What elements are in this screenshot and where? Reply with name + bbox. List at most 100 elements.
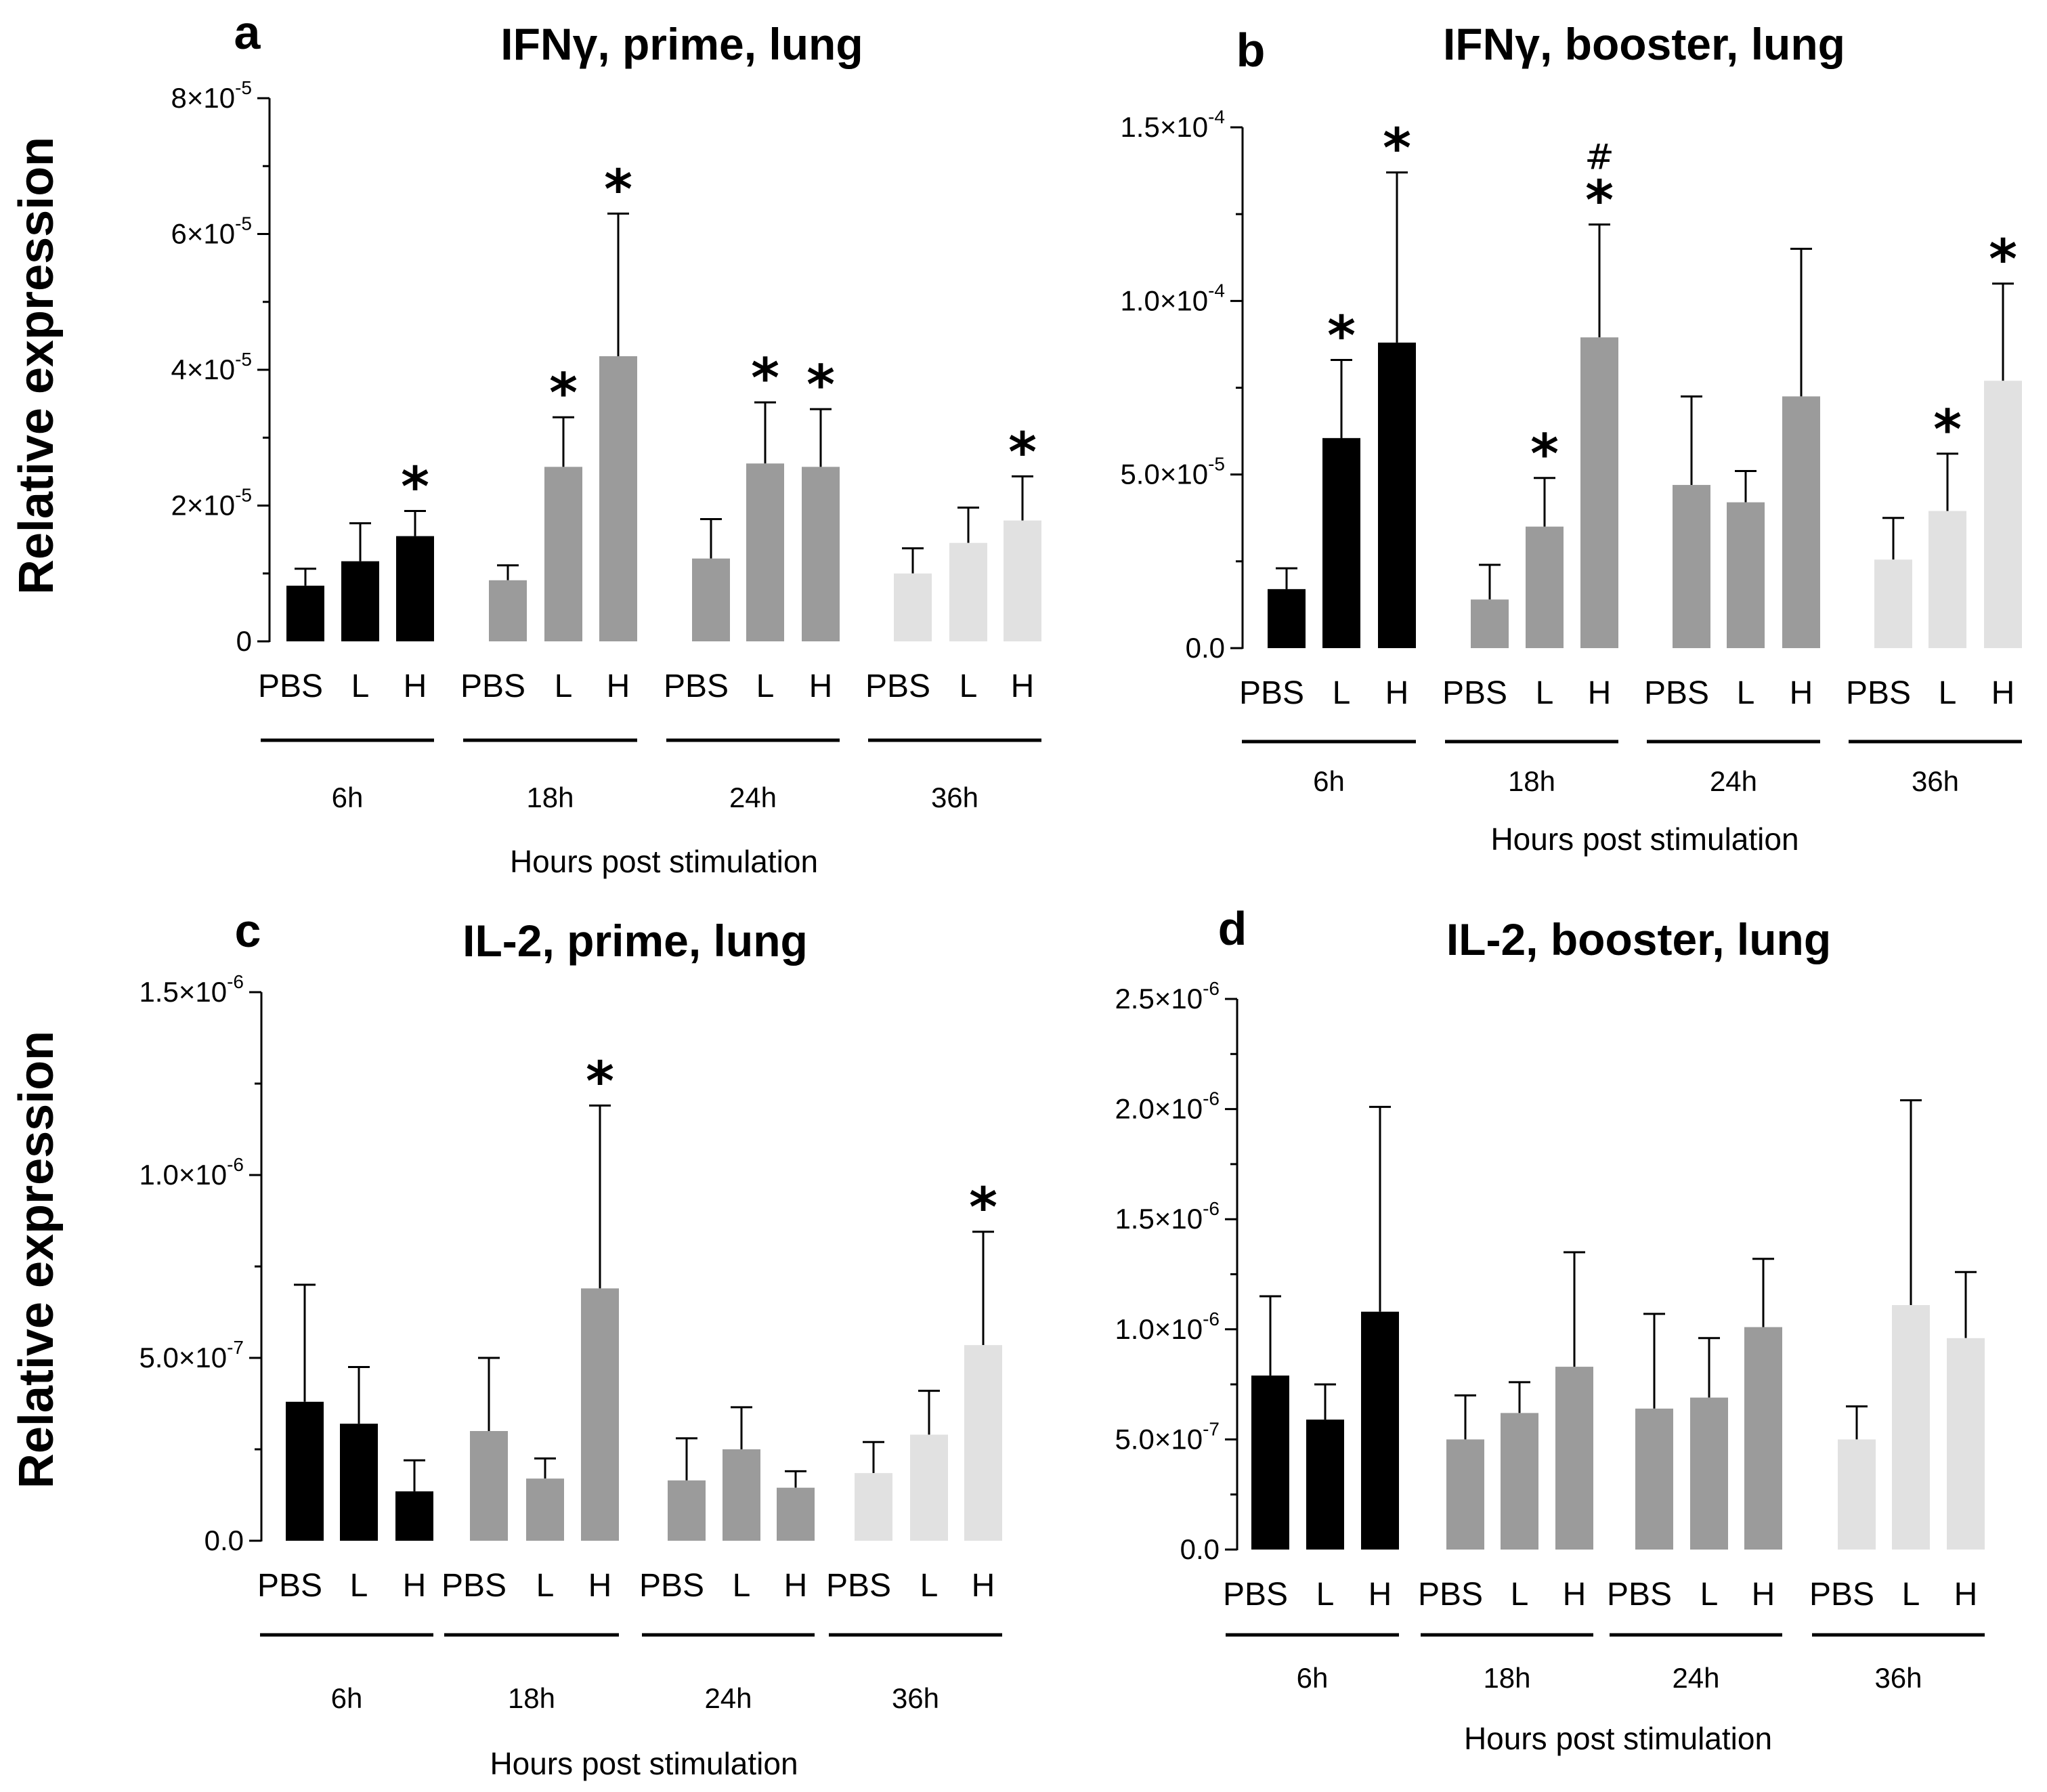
category-label: L [1316,1577,1335,1613]
group-label: 18h [526,782,574,813]
category-label: L [756,668,775,704]
group-label: 24h [1710,765,1757,797]
significance-star: * [806,354,835,417]
significance-star: * [1530,423,1559,486]
panel-letter: d [1218,902,1247,955]
y-tick-label: 0.0 [204,1524,244,1556]
bar [894,573,932,641]
bar [1744,1327,1782,1550]
y-tick-label: 5.0×10-7 [1115,1418,1220,1455]
category-label: PBS [1846,675,1911,711]
bar [544,467,582,641]
category-label: PBS [1607,1577,1672,1613]
bar [395,1491,433,1541]
y-tick-label: 1.0×10-4 [1120,280,1225,316]
bar [723,1449,760,1541]
y-tick-label: 2.0×10-6 [1115,1088,1220,1125]
y-tick-label: 1.0×10-6 [1115,1308,1220,1345]
bar [1929,511,1966,648]
category-label: H [404,668,427,704]
category-label: L [960,668,978,704]
x-axis-label: Hours post stimulation [1490,822,1798,857]
significance-star: * [549,362,578,425]
significance-hash: # [1585,137,1614,178]
bar [470,1431,508,1541]
category-label: H [1954,1577,1978,1613]
significance-star: * [1989,228,2017,291]
bar [855,1473,892,1541]
bar [777,1487,815,1541]
bar [599,356,637,641]
bar [1984,381,2022,648]
bar [1446,1439,1484,1550]
bar [1268,589,1306,648]
significance-star: * [401,456,429,519]
y-tick-label: 5.0×10-7 [139,1337,244,1373]
category-label: L [1902,1577,1920,1613]
significance-star: * [586,1050,614,1113]
significance-star: * [969,1176,997,1239]
category-label: H [809,668,833,704]
bar [1526,526,1564,648]
bar [1782,396,1820,648]
y-tick-label: 1.5×10-4 [1120,106,1225,143]
category-label: PBS [441,1568,507,1604]
category-label: L [1737,675,1755,711]
category-label: H [1369,1577,1392,1613]
significance-star: * [1585,169,1614,232]
group-label: 18h [1483,1662,1530,1694]
y-tick-label: 4×10-5 [171,349,252,385]
category-label: PBS [639,1568,704,1604]
category-label: L [351,668,370,704]
bar [964,1345,1002,1541]
category-label: L [1536,675,1554,711]
bar [526,1478,564,1541]
significance-star: * [751,347,779,410]
category-label: PBS [258,668,323,704]
y-tick-label: 0.0 [1186,632,1225,664]
x-axis-label: Hours post stimulation [510,844,818,879]
bar [1947,1338,1985,1550]
bar [396,536,434,641]
category-label: L [1511,1577,1529,1613]
category-label: H [1991,675,2015,711]
category-label: PBS [1418,1577,1483,1613]
category-label: PBS [1644,675,1709,711]
significance-star: * [1383,117,1411,180]
group-label: 36h [1874,1662,1922,1694]
bar [1838,1439,1876,1550]
bar [1251,1375,1289,1550]
x-axis-label: Hours post stimulation [1464,1721,1772,1756]
bar [668,1480,706,1541]
bar [910,1434,948,1541]
significance-star: * [604,158,632,221]
y-tick-label: 1.0×10-6 [139,1154,244,1191]
bar [341,561,379,641]
bar [1322,438,1360,648]
y-tick-label: 2×10-5 [171,485,252,521]
panel-title: IL-2, booster, lung [1446,914,1831,964]
bar [1501,1413,1538,1550]
group-label: 24h [729,782,777,813]
category-label: H [607,668,630,704]
category-label: PBS [257,1568,322,1604]
category-label: PBS [460,668,525,704]
category-label: L [536,1568,555,1604]
bar [340,1424,378,1541]
y-tick-label: 1.5×10-6 [1115,1198,1220,1235]
group-label: 36h [892,1682,939,1714]
bar [1892,1305,1930,1550]
y-tick-label: 6×10-5 [171,213,252,250]
category-label: L [1333,675,1351,711]
category-label: PBS [826,1568,891,1604]
y-tick-label: 5.0×10-5 [1120,454,1225,490]
panel-letter: c [235,904,261,957]
category-label: PBS [865,668,930,704]
panel-letter: b [1236,24,1266,77]
bar [286,585,324,641]
bar [1555,1367,1593,1550]
category-label: H [588,1568,612,1604]
significance-star: * [1008,421,1037,484]
panel-title: IFNγ, prime, lung [500,19,863,69]
y-axis-label: Relative expression [9,1031,64,1489]
